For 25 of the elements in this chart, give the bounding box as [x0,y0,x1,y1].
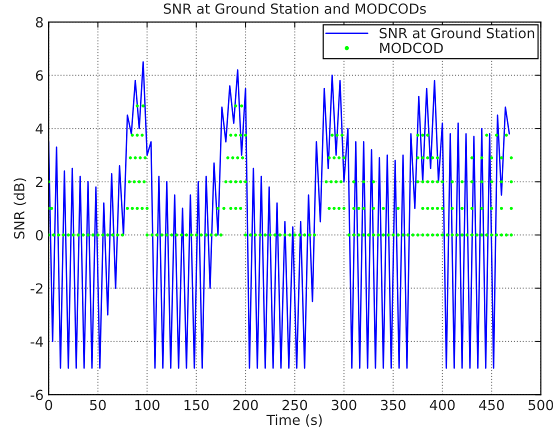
line-series [48,61,510,369]
y-tick-label: 2 [36,176,42,188]
y-axis-title: SNR (dB) [14,178,26,239]
y-tick-label: -2 [30,283,42,294]
x-tick-label: 0 [45,400,52,410]
y-tick-label: -6 [30,390,43,400]
y-tick-label: 4 [36,124,44,134]
x-tick-label: 300 [332,400,356,410]
y-tick-label: 6 [36,70,43,81]
y-tick-label: 0 [36,230,43,240]
x-tick-label: 350 [380,400,406,410]
x-tick-label: 500 [528,400,553,410]
x-tick-label: 150 [184,400,209,410]
chart-title: SNR at Ground Station and MODCODs [164,3,426,14]
x-axis-title: Time (s) [266,414,322,427]
x-tick-label: 250 [282,400,308,410]
x-tick-label: 100 [135,400,160,410]
legend-label: MODCOD [380,42,443,54]
x-tick-label: 50 [90,400,106,410]
y-tick-label: 8 [36,17,43,28]
x-tick-label: 200 [233,400,258,410]
x-tick-label: 450 [479,400,504,410]
legend-label: SNR at Ground Station [380,28,534,38]
x-tick-label: 400 [430,400,455,410]
y-tick-label: -4 [30,336,44,347]
